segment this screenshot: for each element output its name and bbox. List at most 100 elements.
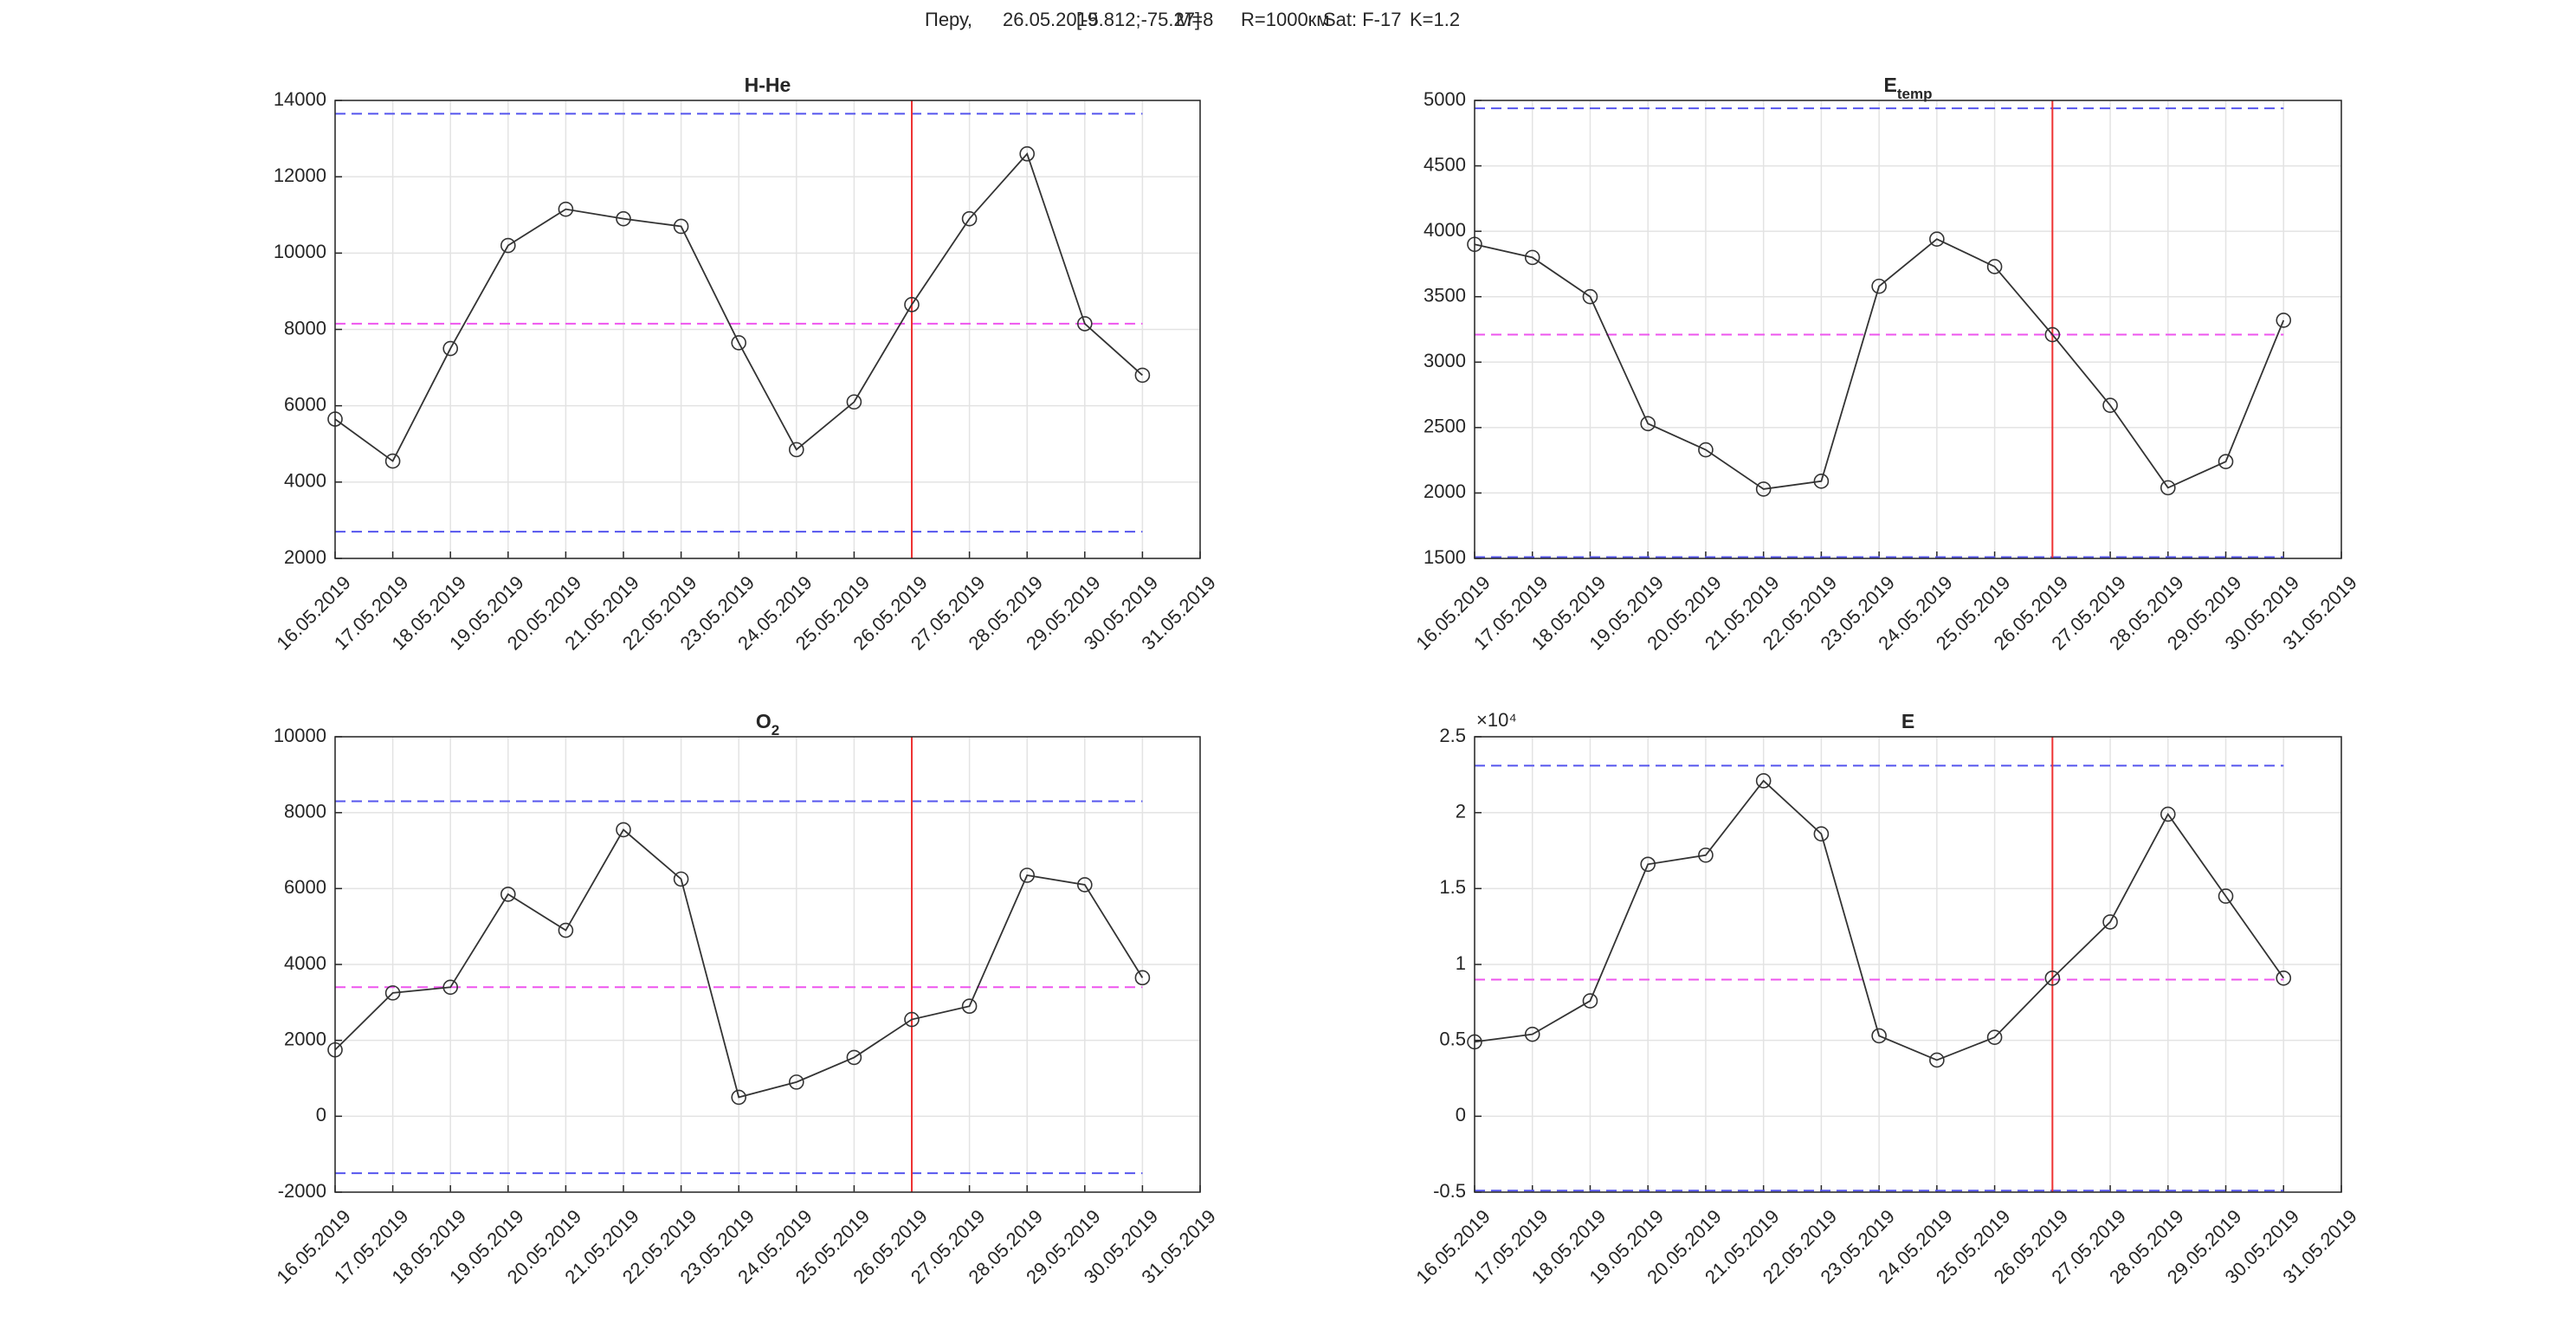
data-point bbox=[961, 998, 978, 1015]
data-point bbox=[616, 822, 631, 838]
y-tick-label: 2 bbox=[1456, 800, 1466, 822]
data-point bbox=[731, 335, 747, 351]
data-point bbox=[500, 237, 516, 254]
data-point bbox=[500, 887, 516, 902]
data-point bbox=[1524, 249, 1540, 266]
y-tick-label: 1 bbox=[1456, 952, 1466, 974]
data-point bbox=[558, 922, 574, 938]
axes-box bbox=[1474, 100, 2342, 559]
data-point bbox=[2276, 970, 2292, 986]
data-point bbox=[1755, 773, 1772, 789]
y-tick-label: 1.5 bbox=[1439, 876, 1466, 898]
y-tick-label: 12000 bbox=[274, 164, 326, 186]
y-tick-label: 5000 bbox=[1424, 88, 1466, 110]
data-point bbox=[904, 297, 920, 313]
header-part: R=1000км bbox=[1241, 9, 1329, 30]
data-point bbox=[2044, 326, 2061, 343]
data-point bbox=[1929, 231, 1945, 248]
chart: 16.05.201917.05.201918.05.201919.05.2019… bbox=[1411, 709, 2361, 1288]
data-point bbox=[1698, 442, 1714, 458]
data-point bbox=[1755, 481, 1772, 497]
data-point bbox=[1582, 993, 1598, 1009]
data-point bbox=[2102, 914, 2118, 930]
header-part: [-5.812;-75.27] bbox=[1076, 9, 1200, 30]
y-tick-label: -2000 bbox=[278, 1180, 326, 1202]
data-point bbox=[1986, 259, 2003, 274]
title-main: H-He bbox=[745, 74, 791, 96]
header-part: Перу, bbox=[925, 9, 972, 30]
title-sub: temp bbox=[1897, 86, 1933, 102]
chart: 16.05.201917.05.201918.05.201919.05.2019… bbox=[272, 74, 1220, 655]
header-part: Sat: F-17 bbox=[1323, 9, 1401, 30]
data-point bbox=[616, 210, 631, 227]
title-main: E bbox=[1901, 710, 1914, 732]
chart-title: H-He bbox=[745, 74, 791, 96]
data-point bbox=[1986, 1029, 2003, 1045]
y-tick-label: 0 bbox=[316, 1104, 326, 1125]
data-point bbox=[1077, 877, 1093, 893]
data-point bbox=[2102, 397, 2118, 413]
y-tick-label: 14000 bbox=[274, 88, 326, 110]
y-tick-label: 3500 bbox=[1424, 285, 1466, 306]
data-point bbox=[1134, 970, 1151, 986]
y-tick-label: 4500 bbox=[1424, 153, 1466, 175]
data-point bbox=[558, 201, 574, 217]
data-point bbox=[731, 1089, 747, 1106]
data-point bbox=[846, 1049, 862, 1066]
data-point bbox=[1698, 847, 1714, 863]
y-tick-label: 2.5 bbox=[1439, 725, 1466, 746]
data-point bbox=[2044, 970, 2061, 986]
title-sub: 2 bbox=[772, 722, 779, 738]
data-point bbox=[1019, 867, 1035, 883]
y-tick-label: 1500 bbox=[1424, 546, 1466, 568]
y-tick-label: 2000 bbox=[1424, 480, 1466, 502]
data-line bbox=[334, 152, 1143, 462]
data-point bbox=[788, 442, 804, 458]
data-point bbox=[1640, 856, 1656, 873]
data-point bbox=[384, 453, 401, 469]
data-point bbox=[673, 218, 689, 235]
y-tick-label: 2000 bbox=[284, 1028, 326, 1049]
data-point bbox=[1524, 1026, 1540, 1042]
y-tick-label: 0 bbox=[1456, 1104, 1466, 1125]
data-point bbox=[1929, 1052, 1945, 1068]
data-point bbox=[1077, 316, 1093, 332]
y-tick-label: 0.5 bbox=[1439, 1028, 1466, 1049]
y-tick-label: 8000 bbox=[284, 317, 326, 339]
data-line bbox=[1474, 238, 2285, 490]
y-tick-label: 4000 bbox=[1424, 219, 1466, 241]
header-part: 26.05.2019 bbox=[1003, 9, 1098, 30]
chart-title: E bbox=[1901, 710, 1914, 732]
y-tick-label: 2500 bbox=[1424, 416, 1466, 437]
data-point bbox=[1582, 288, 1598, 305]
axes-box bbox=[1474, 736, 2342, 1193]
title-main: E bbox=[1884, 74, 1897, 96]
data-point bbox=[384, 985, 401, 1001]
y-tick-label: -0.5 bbox=[1433, 1180, 1466, 1202]
data-line bbox=[334, 829, 1144, 1099]
y-multiplier: ×10⁴ bbox=[1476, 709, 1517, 731]
data-point bbox=[2218, 888, 2234, 904]
y-tick-label: 3000 bbox=[1424, 350, 1466, 371]
header-part: K=1.2 bbox=[1410, 9, 1460, 30]
data-point bbox=[1813, 474, 1830, 489]
data-point bbox=[1134, 367, 1151, 384]
chart: 16.05.201917.05.201918.05.201919.05.2019… bbox=[272, 710, 1220, 1288]
data-point bbox=[1871, 278, 1887, 294]
data-point bbox=[904, 1011, 920, 1028]
y-tick-label: 4000 bbox=[284, 470, 326, 492]
chart-title: O2 bbox=[756, 710, 779, 738]
y-tick-label: 6000 bbox=[284, 876, 326, 898]
y-tick-label: 6000 bbox=[284, 393, 326, 415]
data-point bbox=[1640, 416, 1656, 432]
data-point bbox=[2160, 480, 2176, 496]
data-point bbox=[1813, 826, 1830, 842]
data-point bbox=[442, 340, 459, 357]
y-tick-label: 10000 bbox=[274, 725, 326, 746]
title-main: O bbox=[756, 710, 772, 732]
data-point bbox=[2218, 454, 2234, 469]
header-part: M=8 bbox=[1176, 9, 1213, 30]
axes-box bbox=[334, 100, 1201, 559]
data-point bbox=[442, 979, 459, 996]
data-point bbox=[673, 871, 689, 887]
